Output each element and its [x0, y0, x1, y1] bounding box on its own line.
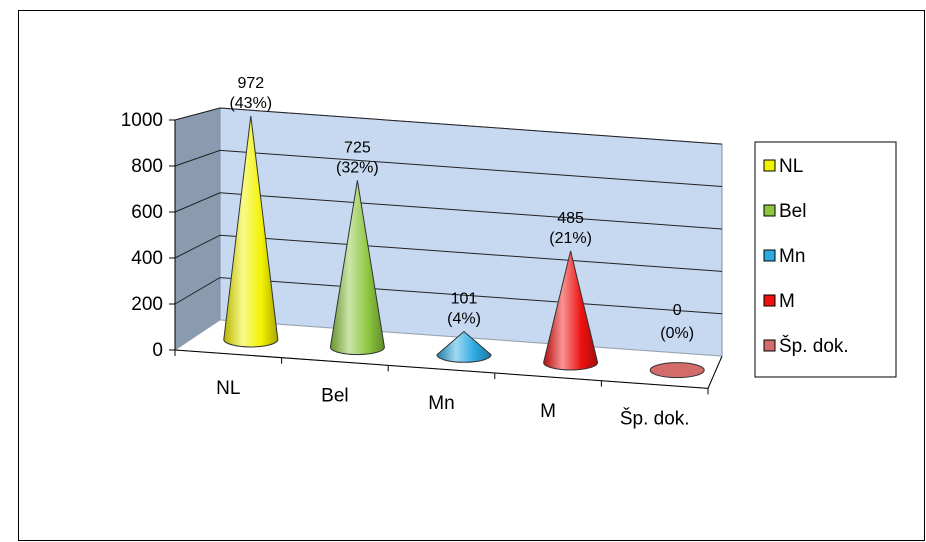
data-label-percent: (0%) [660, 325, 694, 342]
cones [223, 115, 705, 379]
legend-label: Mn [779, 246, 805, 267]
gridlines [174, 107, 723, 315]
gridline [174, 149, 723, 188]
legend-swatch [763, 294, 776, 307]
cone-mn [436, 330, 492, 363]
x-category-label: M [540, 401, 556, 422]
y-tick-label: 400 [131, 248, 163, 269]
cone-nl [223, 115, 279, 348]
legend-swatch [763, 204, 776, 217]
gridline [174, 234, 723, 272]
legend-label: M [779, 291, 795, 312]
legend-swatch [763, 339, 776, 352]
legend: NL Bel Mn M Šp. dok. [754, 141, 897, 378]
cone-body [223, 115, 279, 348]
x-category-label: NL [216, 378, 240, 399]
cone-body [329, 180, 385, 356]
cone--p-dok- [649, 362, 705, 379]
legend-label: NL [779, 156, 803, 177]
data-label-value: 725 [344, 139, 371, 156]
legend-swatch [763, 249, 776, 262]
cone-base [649, 362, 705, 379]
cone-bel [329, 180, 385, 356]
x-category-label: Šp. dok. [620, 408, 690, 430]
data-label-percent: (43%) [229, 95, 272, 112]
legend-swatch [763, 159, 776, 172]
cone-body [436, 330, 492, 363]
gridline [174, 192, 723, 230]
legend-label: Bel [779, 201, 806, 222]
data-label-percent: (32%) [336, 159, 379, 176]
y-tick-label: 800 [131, 156, 163, 177]
x-axis: NL Bel Mn M Šp. dok. [174, 349, 723, 430]
y-tick-label: 200 [131, 294, 163, 315]
x-axis-depth-edge [707, 355, 723, 389]
y-tick-label: 0 [152, 340, 163, 361]
side-wall [174, 107, 221, 351]
cone-m [543, 250, 599, 371]
legend-label: Šp. dok. [779, 335, 849, 357]
y-tick-label: 1000 [121, 110, 163, 131]
y-tick-label: 600 [131, 202, 163, 223]
data-label-value: 972 [237, 75, 264, 92]
legend-box [754, 141, 897, 378]
gridline [174, 277, 723, 315]
x-category-label: Bel [321, 386, 348, 407]
data-label-value: 485 [557, 210, 584, 227]
x-category-label: Mn [428, 393, 454, 414]
data-label-percent: (21%) [549, 230, 592, 247]
data-label-value: 101 [451, 291, 478, 308]
y-axis: 0 200 400 600 800 1000 [121, 110, 176, 361]
data-label-percent: (4%) [447, 311, 481, 328]
data-labels: 972 (43%) 725 (32%) 101 (4%) 485 (21%) 0 (0%) [229, 75, 694, 342]
x-axis-line [174, 349, 709, 389]
data-label-value: 0 [673, 302, 682, 319]
gridline [174, 107, 723, 145]
cone-body [543, 250, 599, 371]
